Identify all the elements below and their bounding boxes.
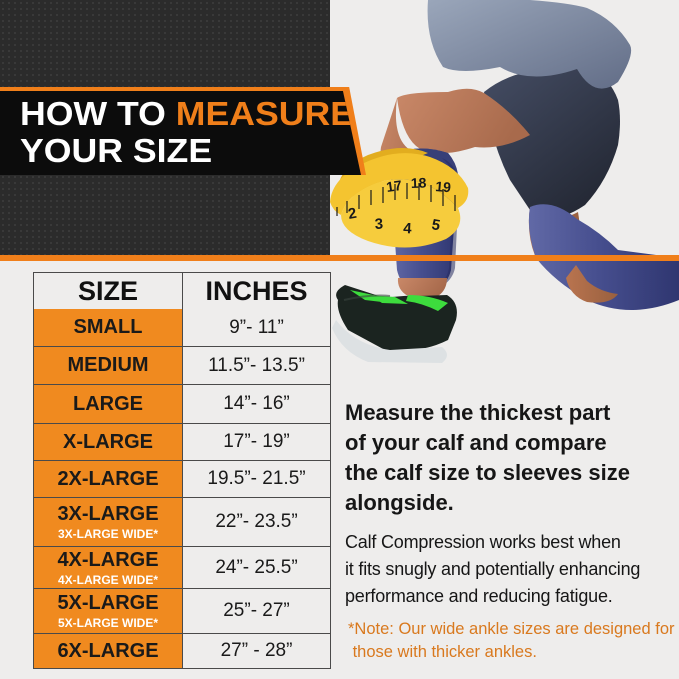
- svg-text:4: 4: [403, 220, 413, 237]
- svg-text:3: 3: [374, 216, 383, 233]
- svg-text:17: 17: [385, 177, 403, 195]
